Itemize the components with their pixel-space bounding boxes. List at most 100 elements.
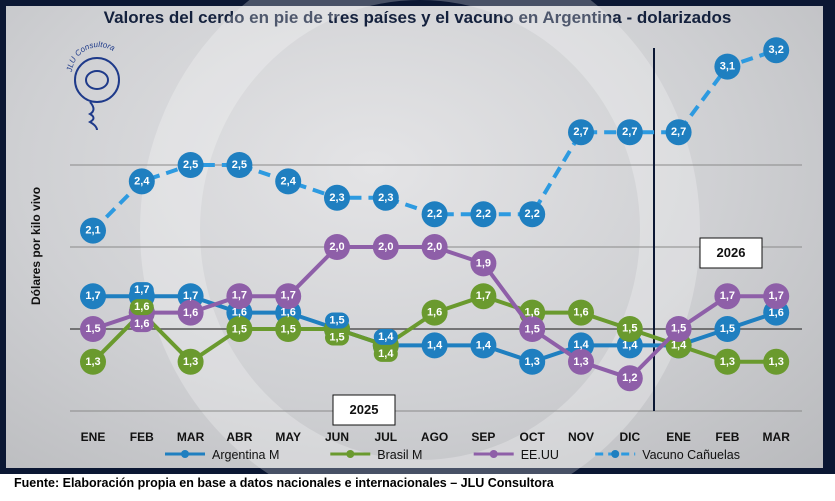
data-label: 1,6: [427, 307, 442, 319]
data-label: 1,4: [476, 339, 492, 351]
jlu-logo: JLU Consultora: [65, 40, 120, 131]
data-label-background: [129, 316, 154, 333]
data-label: 1,3: [573, 356, 588, 368]
data-point: [421, 201, 448, 228]
data-point: [80, 348, 106, 375]
data-label: 1,5: [85, 323, 100, 335]
data-label-background: [325, 312, 349, 329]
data-label: 1,4: [378, 331, 394, 343]
x-tick-label: AGO: [421, 430, 448, 444]
legend-item: EE.UU: [473, 448, 559, 462]
x-tick-label: ENE: [666, 430, 691, 444]
legend-item: Brasil M: [330, 448, 422, 462]
data-point: [616, 365, 643, 392]
data-point: [470, 332, 497, 359]
data-label: 1,3: [85, 356, 100, 368]
year-label-box: 2026: [699, 237, 763, 269]
data-label: 3,2: [769, 44, 784, 56]
svg-text:EE.UU: EE.UU: [521, 448, 559, 462]
x-tick-label: MAR: [177, 430, 205, 444]
data-label: 2,5: [232, 159, 247, 171]
data-label: 2,2: [476, 208, 491, 220]
x-tick-label: DIC: [619, 430, 640, 444]
data-point: [665, 119, 692, 146]
data-point: [616, 119, 643, 146]
x-tick-label: MAR: [763, 430, 791, 444]
data-label: 1,6: [134, 318, 149, 330]
data-label: 2,2: [525, 208, 540, 220]
data-point: [128, 168, 155, 195]
data-label: 2,7: [671, 126, 686, 138]
data-label: 2,0: [329, 241, 344, 253]
data-label: 1,7: [769, 290, 784, 302]
data-label: 1,4: [622, 340, 638, 352]
data-label: 1,5: [671, 323, 686, 335]
data-label: 1,6: [281, 307, 296, 319]
chart-title: Valores del cerdo en pie de tres países …: [103, 8, 732, 27]
data-label: 1,5: [525, 323, 540, 335]
data-label: 1,6: [769, 307, 784, 319]
data-point: [714, 53, 741, 80]
data-label-background: [276, 287, 301, 304]
svg-text:Argentina M: Argentina M: [212, 448, 279, 462]
data-point: [177, 152, 204, 178]
data-label: 1,7: [134, 284, 149, 296]
data-label: 1,5: [622, 323, 637, 335]
data-label: 2,5: [183, 159, 198, 171]
x-tick-label: SEP: [471, 430, 495, 444]
x-tick-label: FEB: [130, 430, 154, 444]
data-label: 2,4: [281, 175, 297, 187]
data-label-background: [129, 282, 154, 299]
svg-text:2025: 2025: [350, 402, 379, 417]
legend-item: Argentina M: [165, 448, 279, 462]
data-point: [616, 316, 643, 342]
data-label: 2,7: [573, 126, 588, 138]
data-point: [763, 348, 790, 375]
data-label: 1,5: [281, 324, 296, 336]
series-vacuno-ca-uelas: [80, 37, 790, 244]
data-label-background: [227, 321, 252, 338]
data-point: [324, 184, 350, 211]
data-label: 2,1: [85, 225, 100, 237]
data-label: 1,3: [183, 356, 198, 368]
data-label-background: [373, 328, 398, 345]
data-point: [177, 299, 204, 326]
data-label: 1,6: [525, 306, 540, 318]
data-label: 3,1: [720, 61, 735, 73]
data-label-background: [373, 345, 398, 362]
year-label-box: 2025: [332, 394, 396, 426]
data-point: [421, 332, 448, 359]
data-point: [470, 283, 497, 310]
x-tick-label: ENE: [81, 430, 106, 444]
x-tick-label: NOV: [568, 430, 594, 444]
data-point: [519, 348, 546, 375]
data-point: [470, 201, 497, 228]
data-label: 2,0: [378, 241, 393, 253]
x-tick-label: ABR: [226, 430, 252, 444]
legend-item: Vacuno Cañuelas: [595, 448, 740, 462]
data-label: 2,3: [329, 192, 344, 204]
data-label: 1,7: [720, 290, 735, 302]
data-label: 1,3: [720, 356, 735, 368]
data-label: 2,3: [378, 192, 393, 204]
data-label: 1,7: [281, 290, 296, 302]
data-label: 2,4: [134, 175, 150, 187]
data-point: [714, 316, 741, 342]
data-label: 1,3: [525, 356, 540, 368]
data-label: 1,5: [329, 315, 344, 327]
data-label-background: [325, 329, 349, 346]
data-point: [665, 316, 692, 342]
data-labels: 2,1 2,4 2,5 2,5 2,4 2,3 2,3 2,2 2,2 2,2 2,7 2,7 2,7 3…: [85, 44, 783, 384]
data-label: 1,7: [183, 290, 198, 302]
data-point: [80, 217, 106, 244]
data-point: [372, 184, 399, 211]
data-label: 1,2: [622, 372, 637, 384]
y-axis-label: Dólares por kilo vivo: [29, 187, 43, 305]
data-label: 2,7: [622, 126, 637, 138]
x-tick-label: MAY: [275, 430, 301, 444]
data-point: [275, 168, 302, 195]
data-point: [714, 283, 741, 310]
svg-text:Brasil M: Brasil M: [377, 448, 422, 462]
svg-text:JLU Consultora: JLU Consultora: [65, 40, 117, 73]
x-tick-label: FEB: [715, 430, 739, 444]
